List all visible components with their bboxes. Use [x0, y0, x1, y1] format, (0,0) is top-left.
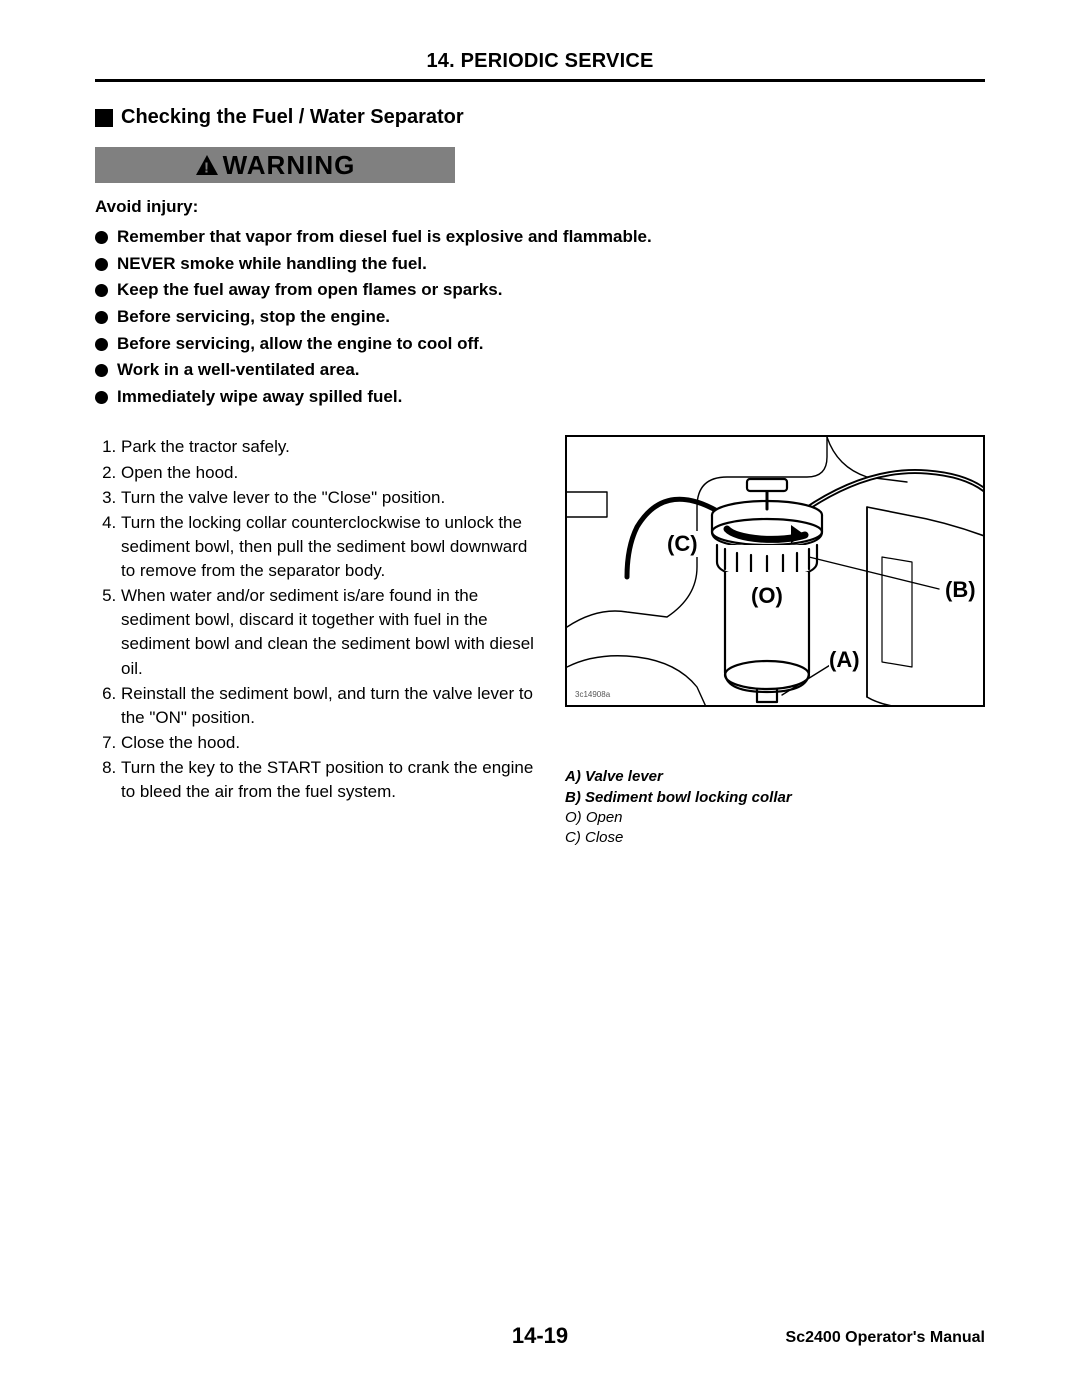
warning-bullet: NEVER smoke while handling the fuel. — [95, 252, 985, 277]
procedure-steps: Park the tractor safely. Open the hood. … — [95, 435, 545, 804]
svg-text:!: ! — [204, 160, 210, 177]
warning-bullet: Keep the fuel away from open flames or s… — [95, 278, 985, 303]
legend-o: O) Open — [565, 808, 985, 828]
step: Turn the locking collar counterclockwise… — [121, 511, 545, 583]
step: Close the hood. — [121, 731, 545, 755]
square-bullet-icon — [95, 109, 113, 127]
avoid-injury-title: Avoid injury: — [95, 197, 985, 217]
warning-bullet: Before servicing, stop the engine. — [95, 305, 985, 330]
legend-b: B) Sediment bowl locking collar — [565, 788, 985, 808]
legend-a: A) Valve lever — [565, 767, 985, 787]
step: Open the hood. — [121, 461, 545, 485]
page-footer: 14-19 Sc2400 Operator's Manual — [95, 1323, 985, 1349]
warning-triangle-icon: ! — [195, 154, 219, 176]
figure-legend: A) Valve lever B) Sediment bowl locking … — [565, 767, 985, 848]
figure-label-a: (A) — [829, 647, 860, 673]
step: Reinstall the sediment bowl, and turn th… — [121, 682, 545, 730]
figure-label-c: (C) — [667, 531, 698, 557]
warning-bullets: Remember that vapor from diesel fuel is … — [95, 225, 985, 409]
warning-banner: ! WARNING — [95, 147, 455, 183]
warning-text: WARNING — [223, 150, 356, 181]
figure-fuel-water-separator: (C) (O) (A) (B) 3c14908a — [565, 435, 985, 707]
figure-label-b: (B) — [945, 577, 976, 603]
section-title: Checking the Fuel / Water Separator — [95, 106, 985, 129]
warning-bullet: Immediately wipe away spilled fuel. — [95, 385, 985, 410]
separator-illustration-icon — [567, 437, 985, 707]
warning-bullet: Work in a well-ventilated area. — [95, 358, 985, 383]
section-title-text: Checking the Fuel / Water Separator — [121, 106, 464, 129]
legend-c: C) Close — [565, 828, 985, 848]
chapter-header: 14. PERIODIC SERVICE — [95, 50, 985, 82]
warning-bullet: Before servicing, allow the engine to co… — [95, 332, 985, 357]
step: Turn the valve lever to the "Close" posi… — [121, 486, 545, 510]
step: Turn the key to the START position to cr… — [121, 756, 545, 804]
warning-bullet: Remember that vapor from diesel fuel is … — [95, 225, 985, 250]
figure-code: 3c14908a — [575, 690, 610, 699]
figure-label-o: (O) — [751, 583, 783, 609]
manual-name: Sc2400 Operator's Manual — [786, 1329, 985, 1347]
page-number: 14-19 — [512, 1323, 568, 1349]
step: When water and/or sediment is/are found … — [121, 584, 545, 681]
step: Park the tractor safely. — [121, 435, 545, 459]
